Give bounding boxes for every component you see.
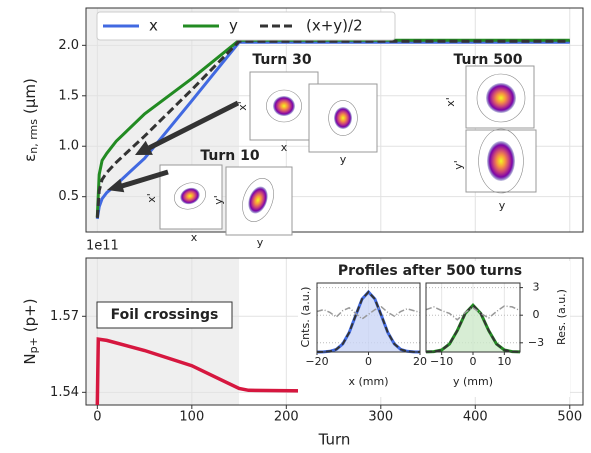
figure: 0.5 1.0 1.5 2.0 x y (x+y)/2 εn, rms (μm) Turn 10 x… bbox=[0, 0, 591, 453]
y-label-symbol: N bbox=[21, 353, 39, 364]
y-axis-label: Np+ (p+) bbox=[21, 298, 41, 364]
x-tick-label: 0 bbox=[365, 355, 372, 368]
y-tick-label: 0.5 bbox=[58, 189, 79, 204]
x-tick-label: 10 bbox=[497, 355, 511, 368]
y2-axis-label: Res. (a.u.) bbox=[555, 289, 568, 345]
inset-y-label: x' bbox=[444, 97, 457, 107]
y-label-unit: (p+) bbox=[21, 298, 39, 332]
inset-background bbox=[298, 261, 570, 397]
inset-x-label: y bbox=[499, 199, 506, 212]
shaded-region bbox=[86, 258, 239, 405]
y-tick-label: 1.0 bbox=[58, 139, 79, 154]
beam-density bbox=[487, 141, 515, 181]
y-axis-label: Cnts. (a.u.) bbox=[299, 287, 312, 348]
inset-y-label: y' bbox=[452, 160, 465, 170]
x-tick-label: −10 bbox=[430, 355, 453, 368]
y-axis-label: εn, rms (μm) bbox=[21, 78, 41, 162]
inset-y-label: x' bbox=[236, 101, 249, 111]
y-label-subscript: n, rms bbox=[27, 119, 40, 154]
x-tick-label: 100 bbox=[179, 410, 204, 425]
inset-title: Profiles after 500 turns bbox=[338, 263, 522, 279]
y2-tick-label: −3 bbox=[528, 336, 544, 349]
y-tick-label: 1.54 bbox=[50, 385, 79, 400]
y-label-symbol: ε bbox=[21, 154, 39, 162]
x-tick-label: −20 bbox=[305, 355, 328, 368]
x-axis-label: Turn bbox=[318, 431, 351, 449]
inset-x-label: x bbox=[281, 141, 288, 154]
x-tick-label: 20 bbox=[413, 355, 427, 368]
x-axis-label: y (mm) bbox=[453, 375, 493, 388]
x-tick-label: 300 bbox=[368, 410, 393, 425]
y-tick-label: 1.57 bbox=[50, 309, 79, 324]
x-tick-label: 400 bbox=[463, 410, 488, 425]
beam-density bbox=[486, 83, 516, 113]
inset-y-label: x' bbox=[145, 193, 158, 203]
legend-label: y bbox=[229, 17, 238, 35]
x-tick-label: 0 bbox=[470, 355, 477, 368]
x-tick-label: 0 bbox=[93, 410, 101, 425]
inset-x-label: y bbox=[340, 153, 347, 166]
inset-y-label: y' bbox=[212, 195, 225, 205]
y-tick-label: 1.5 bbox=[58, 88, 79, 103]
y2-tick-label: 3 bbox=[533, 281, 540, 294]
y-label-unit: (μm) bbox=[21, 78, 39, 114]
legend-label: (x+y)/2 bbox=[306, 17, 363, 35]
legend-label: x bbox=[149, 17, 158, 35]
x-tick-label: 500 bbox=[557, 410, 582, 425]
inset-x-label: x bbox=[191, 231, 198, 244]
x-axis-label: x (mm) bbox=[348, 375, 388, 388]
annotation: Foil crossings bbox=[111, 307, 219, 323]
y2-tick-label: 0 bbox=[533, 308, 540, 321]
y-offset-label: 1e11 bbox=[86, 239, 119, 254]
y-tick-label: 2.0 bbox=[58, 38, 79, 53]
beam-density bbox=[273, 96, 295, 116]
y-label-subscript: p+ bbox=[27, 337, 40, 353]
inset-title: Turn 30 bbox=[252, 52, 311, 68]
beam-density bbox=[334, 107, 352, 129]
x-tick-label: 200 bbox=[274, 410, 299, 425]
inset-title: Turn 10 bbox=[200, 148, 259, 164]
inset-x-label: y bbox=[257, 236, 264, 249]
layer: 0.5 1.0 1.5 2.0 x y (x+y)/2 εn, rms (μm) Turn 10 x… bbox=[21, 8, 584, 449]
